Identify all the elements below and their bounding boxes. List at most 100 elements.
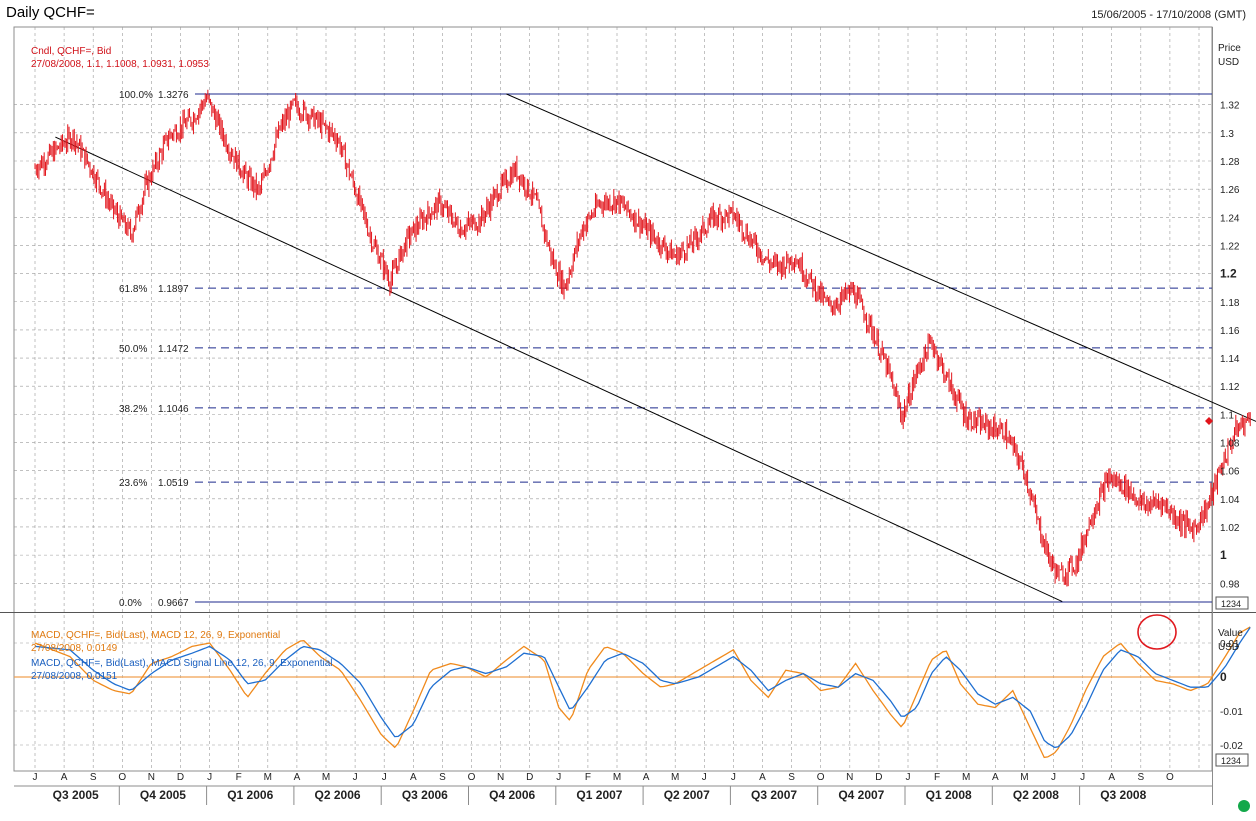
macd-legend-title: MACD, QCHF=, Bid(Last), MACD 12, 26, 9, …: [31, 630, 280, 641]
macd-axis-unit: USD: [1218, 642, 1239, 653]
month-label: O: [468, 772, 476, 783]
month-label: J: [702, 772, 707, 783]
quarter-label: Q2 2008: [1013, 788, 1059, 802]
macd-tick-label: -0.02: [1220, 741, 1243, 752]
quarter-label: Q4 2006: [489, 788, 535, 802]
month-label: A: [61, 772, 68, 783]
price-legend-values: 27/08/2008, 1.1, 1.1008, 1.0931, 1.0953: [31, 59, 209, 70]
trend-line: [55, 136, 1063, 603]
month-label: S: [788, 772, 795, 783]
month-label: F: [934, 772, 940, 783]
price-tick-label: 1.14: [1220, 354, 1240, 365]
quarter-label: Q3 2006: [402, 788, 448, 802]
fib-value-label: 1.0519: [158, 478, 189, 489]
macd-tick-label: 0: [1220, 670, 1227, 684]
date-range-label: 15/06/2005 - 17/10/2008 (GMT): [1091, 9, 1246, 21]
fib-value-label: 1.1897: [158, 284, 189, 295]
macd-legend-value: 27/08/2008, 0.0149: [31, 643, 118, 654]
month-label: D: [526, 772, 533, 783]
month-label: A: [759, 772, 766, 783]
month-label: N: [846, 772, 853, 783]
month-label: J: [556, 772, 561, 783]
month-label: J: [1080, 772, 1085, 783]
chart-header: Daily QCHF= 15/06/2005 - 17/10/2008 (GMT…: [0, 0, 1256, 26]
fib-percent-label: 100.0%: [119, 90, 153, 101]
price-tick-label: 1.24: [1220, 213, 1240, 224]
month-label: O: [1166, 772, 1174, 783]
macd-series: [34, 626, 1251, 759]
last-price-marker: [1205, 416, 1213, 425]
price-tick-label: 1.04: [1220, 495, 1240, 506]
fib-percent-label: 61.8%: [119, 284, 147, 295]
fibonacci-levels: 100.0% 1.3276 61.8% 1.1897 50.0% 1.1472 38.2% 1…: [119, 90, 1212, 609]
month-label: M: [1020, 772, 1028, 783]
candlestick-series: [34, 89, 1251, 587]
grid-layer: [14, 27, 1212, 770]
month-label: O: [118, 772, 126, 783]
macd-tick-label: -0.01: [1220, 707, 1243, 718]
fib-value-label: 1.3276: [158, 90, 189, 101]
month-label: S: [1137, 772, 1144, 783]
month-label: J: [906, 772, 911, 783]
quarter-label: Q4 2007: [838, 788, 884, 802]
price-tick-label: 1.02: [1220, 523, 1240, 534]
price-badge-box[interactable]: [1215, 596, 1249, 610]
fib-percent-label: 38.2%: [119, 404, 147, 415]
signal-line: [34, 627, 1251, 749]
trend-lines: [55, 93, 1256, 603]
month-label: D: [177, 772, 184, 783]
macd-badge[interactable]: 1234: [1221, 756, 1241, 766]
month-label: D: [875, 772, 882, 783]
price-tick-label: 1.06: [1220, 467, 1240, 478]
quarter-label: Q4 2005: [140, 788, 186, 802]
price-tick-label: 1.3: [1220, 129, 1234, 140]
price-tick-label: 1.18: [1220, 298, 1240, 309]
month-label: O: [817, 772, 825, 783]
quarter-label: Q2 2007: [664, 788, 710, 802]
signal-legend-value: 27/08/2008, 0.0151: [31, 671, 118, 682]
month-label: J: [731, 772, 736, 783]
month-label: A: [643, 772, 650, 783]
fib-value-label: 1.1046: [158, 404, 189, 415]
status-indicator-icon: [1238, 800, 1250, 812]
month-label: S: [439, 772, 446, 783]
month-label: F: [236, 772, 242, 783]
quarter-label: Q1 2008: [926, 788, 972, 802]
axis-labels: 0.98 1 1.02 1.04 1.06 1.08 1.1 1.12 1.14 1.16 1.18…: [14, 101, 1243, 805]
fib-value-label: 1.1472: [158, 344, 189, 355]
month-label: A: [1108, 772, 1115, 783]
month-label: A: [992, 772, 999, 783]
price-tick-label: 1.12: [1220, 382, 1240, 393]
price-axis-title: Price: [1218, 43, 1241, 54]
quarter-label: Q1 2007: [576, 788, 622, 802]
price-tick-label: 1.1: [1220, 410, 1234, 421]
quarter-label: Q3 2005: [53, 788, 99, 802]
month-label: M: [322, 772, 330, 783]
highlight-circle: [1137, 614, 1177, 650]
fib-value-label: 0.9667: [158, 598, 189, 609]
month-label: J: [353, 772, 358, 783]
month-label: J: [33, 772, 38, 783]
chart-title: Daily QCHF=: [6, 4, 95, 21]
fib-percent-label: 50.0%: [119, 344, 147, 355]
month-label: J: [207, 772, 212, 783]
month-label: N: [148, 772, 155, 783]
month-label: N: [497, 772, 504, 783]
price-tick-label: 1.28: [1220, 157, 1240, 168]
quarter-label: Q1 2006: [227, 788, 273, 802]
macd-tick-label: 0.01: [1220, 639, 1240, 650]
fib-percent-label: 0.0%: [119, 598, 142, 609]
signal-legend-title: MACD, QCHF=, Bid(Last), MACD Signal Line…: [31, 658, 333, 669]
month-label: F: [585, 772, 591, 783]
fib-percent-label: 23.6%: [119, 478, 147, 489]
price-tick-label: 1.26: [1220, 185, 1240, 196]
macd-line: [34, 626, 1251, 759]
price-tick-label: 1: [1220, 548, 1227, 562]
price-tick-label: 1.2: [1220, 267, 1237, 281]
price-badge[interactable]: 1234: [1221, 599, 1241, 609]
macd-axis-title: Value: [1218, 628, 1243, 639]
month-label: S: [90, 772, 97, 783]
month-label: J: [1051, 772, 1056, 783]
macd-badge-box[interactable]: [1215, 753, 1249, 767]
